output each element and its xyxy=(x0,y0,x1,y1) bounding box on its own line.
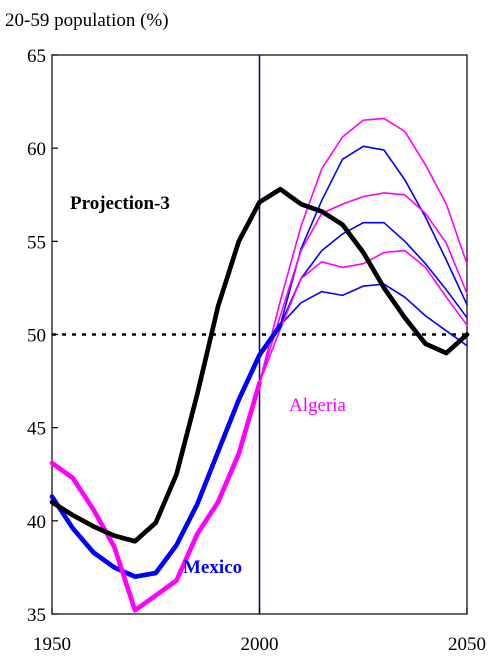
series-line-mexico-top xyxy=(49,322,283,579)
series-line-mexico-projection-3 xyxy=(279,145,468,327)
series-line-projection-3-top xyxy=(49,186,470,544)
x-tick-label: 2050 xyxy=(448,634,486,655)
annotation-mexico: Mexico xyxy=(183,557,242,578)
series-line-algeria-projection-3 xyxy=(258,117,468,384)
y-tick-label: 45 xyxy=(27,419,46,440)
y-axis-label: 20-59 population (%) xyxy=(5,10,169,31)
reference-lines xyxy=(52,55,467,614)
series-line-mexico-projection-1 xyxy=(279,283,468,347)
series-line-mexico-projection-2 xyxy=(279,221,468,327)
y-tick-label: 35 xyxy=(27,605,46,626)
y-tick-label: 55 xyxy=(27,232,46,253)
annotation-algeria: Algeria xyxy=(289,395,347,416)
y-tick-label: 40 xyxy=(27,512,46,533)
series-line-algeria-top xyxy=(49,380,262,613)
annotation-projection: Projection-3 xyxy=(70,193,170,214)
series-line-mexico xyxy=(49,322,283,579)
x-tick-label: 2000 xyxy=(241,634,279,655)
x-tick-label: 1950 xyxy=(33,634,71,655)
series-line-algeria-projection-1 xyxy=(258,249,468,384)
y-tick-label: 65 xyxy=(27,46,46,67)
y-tick-label: 60 xyxy=(27,139,46,160)
y-tick-label: 50 xyxy=(27,326,46,347)
series-lines xyxy=(49,117,470,613)
axis-ticks: 35 40 45 50 55 60 65 1950 2000 2050 xyxy=(27,46,486,655)
series-line-algeria-projection-2 xyxy=(258,192,468,384)
